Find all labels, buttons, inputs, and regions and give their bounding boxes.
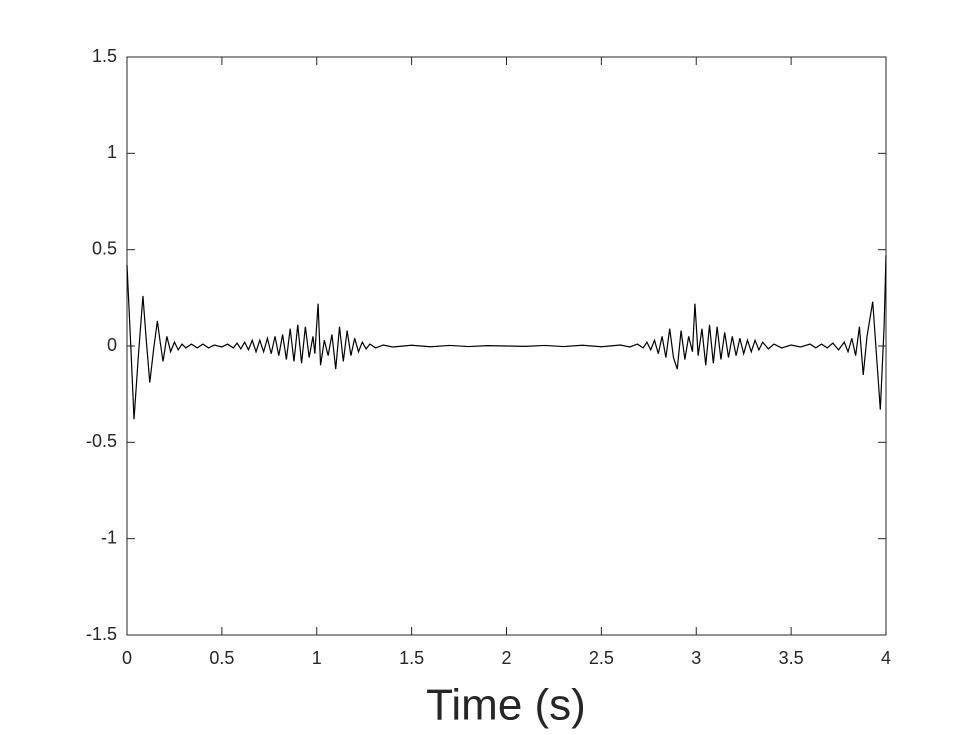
x-tick-label: 4 — [881, 648, 891, 668]
y-tick-label: -1.5 — [86, 624, 117, 644]
x-tick-label: 1 — [312, 648, 322, 668]
x-tick-label: 2.5 — [589, 648, 614, 668]
x-tick-label: 0.5 — [209, 648, 234, 668]
y-tick-label: 1 — [107, 142, 117, 162]
x-tick-label: 3.5 — [779, 648, 804, 668]
y-tick-label: 1.5 — [92, 46, 117, 66]
x-axis-label: Time (s) — [426, 681, 586, 730]
y-tick-label: 0.5 — [92, 238, 117, 258]
x-tick-label: 1.5 — [399, 648, 424, 668]
x-tick-label: 2 — [501, 648, 511, 668]
signal-line — [126, 255, 887, 420]
y-tick-label: 0 — [107, 335, 117, 355]
y-tick-label: -0.5 — [86, 431, 117, 451]
x-tick-label: 0 — [122, 648, 132, 668]
x-tick-label: 3 — [691, 648, 701, 668]
y-tick-label: -1 — [101, 527, 117, 547]
